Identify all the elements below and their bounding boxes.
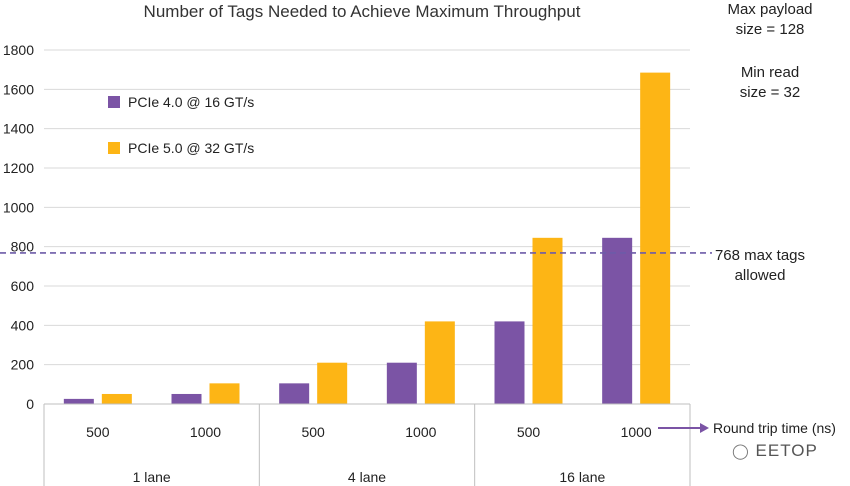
legend-swatch [108,96,120,108]
x-tick-label: 1000 [405,424,436,440]
watermark: ◯ EETOP [732,441,818,461]
wechat-icon: ◯ [732,443,750,460]
min-read-line1: Min read [740,64,800,81]
y-tick-label: 1000 [3,199,34,215]
x-tick-label: 500 [301,424,325,440]
min-read-note: Min read size = 32 [715,63,825,103]
y-tick-label: 0 [26,396,34,412]
bar-pcie5-0 [101,393,132,404]
bar-pcie4-3 [386,362,417,404]
y-tick-label: 200 [11,357,35,373]
bar-pcie4-4 [494,321,525,404]
bar-pcie5-2 [317,362,348,404]
bar-pcie4-2 [279,383,310,404]
x-tick-label: 500 [86,424,110,440]
max-payload-note: Max payload size = 128 [715,0,825,40]
y-tick-label: 800 [11,239,35,255]
x-tick-label: 500 [517,424,541,440]
legend-label: PCIe 4.0 @ 16 GT/s [128,94,254,110]
bar-pcie5-4 [532,237,563,404]
x-tick-label: 1000 [621,424,652,440]
y-tick-label: 1200 [3,160,34,176]
max-tags-line2: allowed [734,267,786,284]
y-tick-label: 600 [11,278,35,294]
group-label: 4 lane [348,469,386,485]
y-tick-label: 1800 [3,42,34,58]
legend-label: PCIe 5.0 @ 32 GT/s [128,140,254,156]
legend-swatch [108,142,120,154]
max-tags-note: 768 max tags allowed [700,246,820,286]
bar-pcie5-1 [209,383,240,404]
x-axis-note: Round trip time (ns) [713,420,836,436]
max-payload-line1: Max payload [727,1,813,18]
x-axis-arrow-head [700,423,709,433]
max-payload-line2: size = 128 [735,21,805,38]
watermark-text: EETOP [755,441,818,460]
bar-pcie5-3 [424,321,455,404]
group-label: 16 lane [559,469,605,485]
bar-pcie4-0 [63,398,94,404]
chart-title: Number of Tags Needed to Achieve Maximum… [144,2,581,21]
bar-pcie4-1 [171,393,202,404]
y-tick-label: 1400 [3,121,34,137]
y-tick-label: 400 [11,317,35,333]
x-tick-label: 1000 [190,424,221,440]
group-label: 1 lane [133,469,171,485]
max-tags-line1: 768 max tags [714,247,806,264]
min-read-line2: size = 32 [739,84,801,101]
y-tick-label: 1600 [3,81,34,97]
bar-pcie5-5 [640,72,671,404]
bar-pcie4-5 [602,237,633,404]
